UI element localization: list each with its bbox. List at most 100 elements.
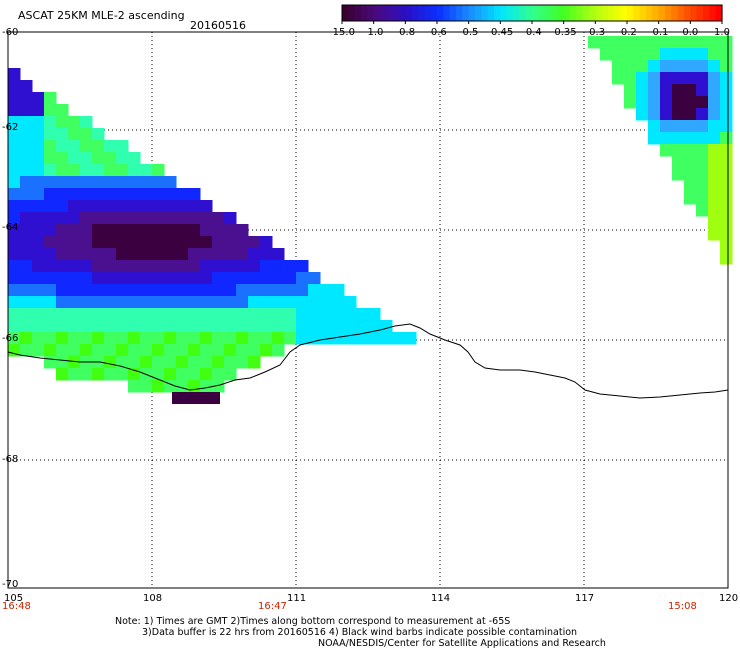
swath-cell xyxy=(32,200,45,213)
swath-cell xyxy=(648,84,661,97)
swath-cell xyxy=(176,368,189,381)
swath-cell xyxy=(92,272,105,285)
swath-cell xyxy=(296,332,309,345)
swath-cell xyxy=(44,224,57,237)
swath-cell xyxy=(80,200,93,213)
swath-cell xyxy=(140,176,153,189)
swath-cell xyxy=(152,320,165,333)
swath-cell xyxy=(684,36,697,49)
swath-cell xyxy=(708,192,721,205)
swath-cell xyxy=(68,320,81,333)
swath-cell xyxy=(56,320,69,333)
swath-cell xyxy=(68,344,81,357)
colorbar-swatch xyxy=(614,5,622,21)
swath-cell xyxy=(236,320,249,333)
swath-cell xyxy=(224,236,237,249)
swath-cell xyxy=(80,320,93,333)
y-tick-68: -68 xyxy=(2,454,19,465)
swath-cell xyxy=(708,156,721,169)
swath-cell xyxy=(8,80,21,93)
swath-cell xyxy=(720,204,733,217)
swath-cell xyxy=(8,200,21,213)
swath-cell xyxy=(176,332,189,345)
swath-cell xyxy=(44,176,57,189)
swath-cell xyxy=(224,356,237,369)
swath-cell xyxy=(260,260,273,273)
swath-cell xyxy=(708,36,721,49)
swath-cell xyxy=(68,236,81,249)
swath-cell xyxy=(104,368,117,381)
swath-cell xyxy=(152,380,165,393)
colorbar-swatch xyxy=(494,5,501,21)
colorbar-swatch xyxy=(582,5,590,21)
swath-cell xyxy=(44,248,57,261)
swath-cell xyxy=(128,284,141,297)
swath-cell xyxy=(224,308,237,321)
swath-cell xyxy=(320,320,333,333)
swath-cell xyxy=(152,332,165,345)
colorbar-swatch xyxy=(570,5,577,21)
swath-cell xyxy=(128,308,141,321)
swath-cell xyxy=(140,260,153,273)
swath-cell xyxy=(720,252,733,265)
swath-cell xyxy=(720,48,733,61)
swath-cell xyxy=(116,320,129,333)
swath-cell xyxy=(8,284,21,297)
swath-cell xyxy=(720,120,733,133)
swath-cell xyxy=(20,80,33,93)
swath-cell xyxy=(260,320,273,333)
swath-cell xyxy=(80,272,93,285)
swath-cell xyxy=(320,296,333,309)
swath-cell xyxy=(164,296,177,309)
swath-cell xyxy=(164,320,177,333)
colorbar-swatch xyxy=(525,5,533,21)
swath-cell xyxy=(684,108,697,121)
swath-cell xyxy=(92,200,105,213)
swath-cell xyxy=(708,180,721,193)
swath-cell xyxy=(116,140,129,153)
swath-cell xyxy=(80,308,93,321)
swath-cell xyxy=(140,164,153,177)
swath-cell xyxy=(80,248,93,261)
swath-cell xyxy=(684,72,697,85)
swath-cell xyxy=(684,60,697,73)
swath-cell xyxy=(200,308,213,321)
swath-cell xyxy=(696,60,709,73)
swath-cell xyxy=(56,332,69,345)
swath-cell xyxy=(332,332,345,345)
swath-cell xyxy=(104,260,117,273)
swath-cell xyxy=(636,84,649,97)
colorbar-swatch xyxy=(595,5,603,21)
swath-cell xyxy=(236,356,249,369)
swath-cell xyxy=(636,96,649,109)
swath-cell xyxy=(20,164,33,177)
swath-cell xyxy=(212,284,225,297)
swath-cell xyxy=(248,272,261,285)
swath-cell xyxy=(152,236,165,249)
swath-cell xyxy=(648,120,661,133)
swath-cell xyxy=(624,72,637,85)
swath-cell xyxy=(200,320,213,333)
swath-cell xyxy=(308,308,321,321)
swath-cell xyxy=(104,200,117,213)
colorbar-swatch xyxy=(563,5,571,21)
swath-cell xyxy=(284,284,297,297)
swath-cell xyxy=(68,176,81,189)
swath-cell xyxy=(128,332,141,345)
swath-cell xyxy=(164,368,177,381)
swath-cell xyxy=(44,344,57,357)
x-tick-108: 108 xyxy=(143,593,163,604)
swath-cell xyxy=(176,200,189,213)
swath-cell xyxy=(32,140,45,153)
swath-cell xyxy=(684,84,697,97)
swath-cell xyxy=(272,260,285,273)
swath-cell xyxy=(56,176,69,189)
swath-cell xyxy=(176,224,189,237)
colorbar-swatch xyxy=(386,5,394,21)
swath-cell xyxy=(116,248,129,261)
colorbar-swatch xyxy=(475,5,482,21)
swath-cell xyxy=(32,320,45,333)
swath-cell xyxy=(708,204,721,217)
swath-cell xyxy=(92,320,105,333)
swath-cell xyxy=(68,308,81,321)
